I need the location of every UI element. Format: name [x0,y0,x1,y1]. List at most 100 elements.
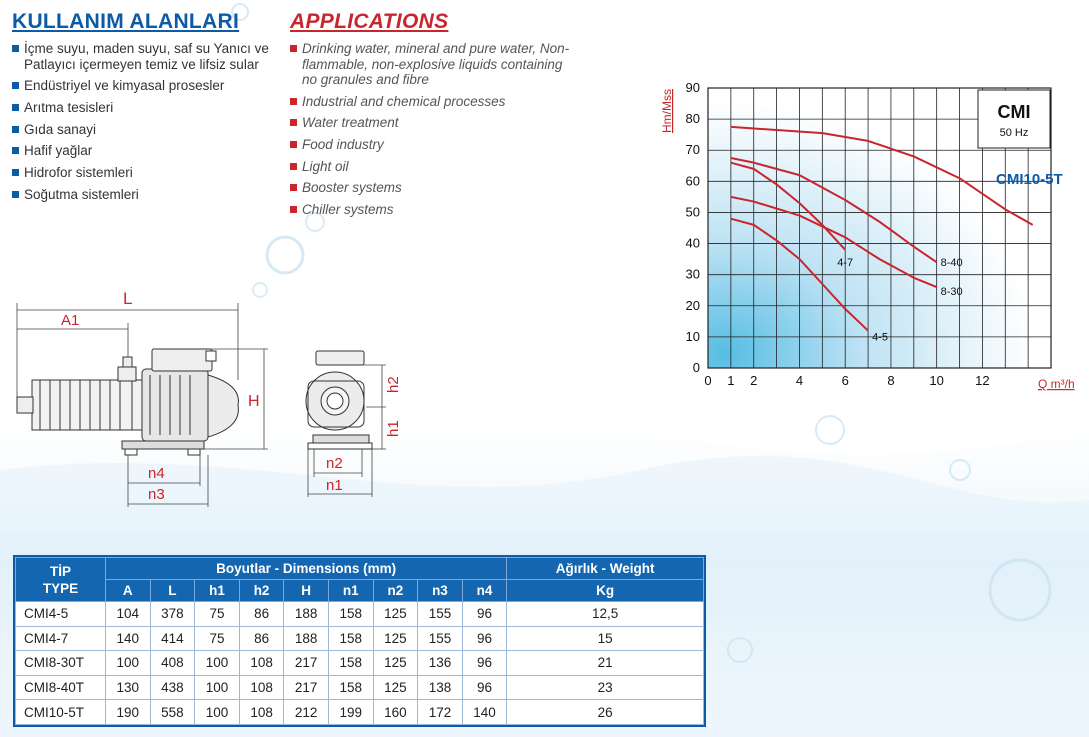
cell-dimension: 172 [417,699,463,725]
cell-dimension: 155 [417,625,463,652]
curve-label: 8-40 [941,257,963,269]
cell-dimension: 75 [194,601,240,627]
cell-dimension: 75 [194,625,240,652]
cell-dimension: 108 [238,674,285,701]
usage-list-turkish: İçme suyu, maden suyu, saf su Yanıcı ve … [12,41,272,208]
cell-dimension: 158 [327,625,374,652]
label-n4: n4 [148,465,165,482]
y-tick-label: 60 [686,173,700,188]
x-tick-label: 10 [929,373,943,388]
heading-applications: APPLICATIONS [290,10,449,33]
header-weight: Ağırlık - Weight [506,557,704,580]
x-tick-label: 2 [750,373,757,388]
bullet-square-icon [12,147,19,155]
x-tick-label: 8 [887,373,894,388]
cell-type: CMI8-40T [15,674,106,701]
label-A1: A1 [61,312,79,329]
column-header: h1 [194,579,240,602]
bullet-square-icon [290,97,297,105]
list-item: Light oil [290,159,570,175]
y-tick-label: 90 [686,80,700,95]
column-header: A [105,579,151,602]
cell-dimension: 125 [372,650,419,676]
label-H: H [248,393,260,410]
applications-list-english: Drinking water, mineral and pure water, … [290,41,570,224]
column-header: h2 [238,579,285,602]
label-h1: h1 [385,420,402,437]
table-row: CMI4-5 104 378 75 86 188 158 125 155 96 12,5 [15,601,704,627]
bullet-square-icon [290,119,297,127]
chart-ylabel: Hm/Mss [660,89,674,133]
cell-dimension: 188 [283,625,329,652]
bullet-square-icon [12,190,19,198]
table-row: CMI8-30T 100 408 100 108 217 158 125 136 96 21 [15,650,704,676]
x-tick-label: 1 [727,373,734,388]
x-tick-label: 6 [842,373,849,388]
y-tick-label: 50 [686,204,700,219]
list-item: Water treatment [290,115,570,131]
list-item: Arıtma tesisleri [12,100,272,116]
cell-weight: 12,5 [506,601,704,627]
chart-title: CMI [998,102,1031,122]
cell-dimension: 378 [149,601,196,627]
cell-dimension: 158 [327,674,374,701]
chart-title-box [977,89,1051,149]
curve-4-5 [730,217,869,332]
dimensions-table: TİP TYPE Boyutlar - Dimensions (mm) Ağır… [15,557,704,725]
header-dimensions: Boyutlar - Dimensions (mm) [104,557,508,580]
cell-dimension: 217 [283,650,329,676]
y-tick-label: 70 [686,142,700,157]
column-header: n1 [327,579,374,602]
cell-dimension: 100 [105,650,151,676]
cell-dimension: 96 [461,601,508,627]
cell-type: CMI8-30T [15,650,106,676]
table-row: CMI10-5T 190 558 100 108 212 199 160 172 140 26 [15,699,704,725]
label-n2: n2 [326,455,343,472]
cell-dimension: 104 [105,601,151,627]
list-item: Drinking water, mineral and pure water, … [290,41,570,88]
cell-dimension: 438 [149,674,196,701]
cell-dimension: 188 [283,601,329,627]
cell-dimension: 125 [372,601,419,627]
bullet-square-icon [290,184,297,192]
label-n3: n3 [148,486,165,503]
pump-dimension-drawing: L A1 H n4 n3 h2 h1 n2 n1 [16,289,402,507]
cell-weight: 23 [506,674,704,701]
cell-dimension: 96 [461,625,508,652]
y-tick-label: 80 [686,111,700,126]
cell-dimension: 140 [461,699,508,725]
bullet-square-icon [290,141,297,149]
list-item: İçme suyu, maden suyu, saf su Yanıcı ve … [12,41,272,72]
cell-dimension: 160 [372,699,419,725]
cell-dimension: 199 [327,699,374,725]
cell-type: CMI4-5 [15,601,106,627]
chart-xlabel: Q m³/h [1038,377,1075,391]
y-tick-label: 30 [686,267,700,282]
bullet-square-icon [12,82,19,90]
cell-dimension: 108 [238,650,285,676]
list-item: Hidrofor sistemleri [12,165,272,181]
curve-label: 4-7 [837,257,853,269]
column-header: n4 [461,579,508,602]
cell-dimension: 100 [194,674,240,701]
cell-dimension: 138 [417,674,463,701]
table-row: CMI4-7 140 414 75 86 188 158 125 155 96 15 [15,625,704,652]
label-h2: h2 [385,376,402,393]
list-item: Industrial and chemical processes [290,94,570,110]
cell-dimension: 158 [327,650,374,676]
x-tick-label: 0 [704,373,711,388]
y-tick-label: 40 [686,236,700,251]
chart-subtitle: 50 Hz [1000,127,1029,139]
bullet-square-icon [290,45,297,52]
bullet-square-icon [12,125,19,133]
cell-dimension: 100 [194,650,240,676]
column-header: n3 [417,579,463,602]
cell-dimension: 130 [105,674,151,701]
bullet-square-icon [12,103,19,111]
cell-weight: 26 [506,699,704,725]
cell-dimension: 136 [417,650,463,676]
x-tick-label: 12 [975,373,989,388]
cell-dimension: 558 [149,699,196,725]
curve-cmi10-5t [730,125,1034,226]
column-header: n2 [372,579,419,602]
